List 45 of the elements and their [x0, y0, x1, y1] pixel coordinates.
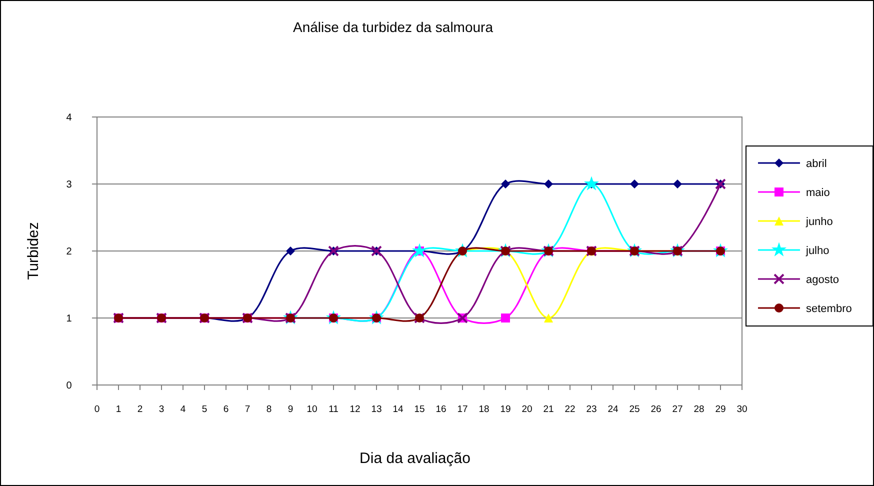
- x-tick-label: 27: [672, 404, 683, 415]
- x-tick-label: 9: [288, 404, 294, 415]
- x-tick-label: 18: [478, 404, 490, 415]
- x-tick-label: 29: [715, 404, 726, 415]
- y-axis-title: Turbidez: [25, 222, 42, 280]
- x-tick-label: 5: [202, 404, 208, 415]
- y-tick-label: 4: [66, 112, 72, 124]
- x-tick-label: 20: [522, 404, 532, 415]
- x-tick-label: 22: [564, 404, 576, 415]
- x-tick-label: 7: [244, 404, 250, 415]
- x-tick-label: 28: [694, 404, 704, 415]
- x-tick-label: 14: [392, 404, 404, 415]
- x-tick-label: 10: [306, 404, 318, 415]
- legend-label: agosto: [806, 274, 840, 286]
- x-tick-label: 1: [116, 404, 122, 415]
- x-tick-label: 4: [180, 404, 186, 415]
- x-tick-label: 17: [457, 404, 468, 415]
- x-tick-label: 24: [608, 404, 618, 415]
- x-axis-title: Dia da avaliação: [360, 450, 470, 467]
- x-tick-label: 15: [414, 404, 425, 415]
- chart-title: Análise da turbidez da salmoura: [292, 19, 494, 35]
- x-tick-label: 0: [94, 404, 100, 415]
- x-tick-label: 19: [500, 404, 511, 415]
- x-tick-label: 21: [543, 404, 554, 415]
- y-tick-label: 3: [66, 180, 72, 190]
- x-tick-label: 11: [328, 404, 338, 415]
- y-tick-label: 1: [66, 314, 72, 324]
- legend-label: maio: [806, 186, 830, 199]
- x-tick-label: 26: [650, 404, 662, 415]
- x-tick-label: 8: [266, 404, 272, 415]
- x-tick-label: 6: [223, 404, 229, 415]
- legend-label: junho: [805, 216, 833, 228]
- legend-label: setembro: [806, 302, 852, 315]
- x-tick-label: 2: [137, 404, 143, 415]
- x-tick-label: 30: [736, 404, 748, 415]
- x-tick-label: 3: [158, 404, 164, 415]
- legend-label: abril: [806, 158, 827, 170]
- x-tick-label: 12: [350, 404, 360, 415]
- x-tick-label: 23: [586, 404, 597, 415]
- x-tick-label: 16: [436, 404, 446, 415]
- x-tick-label: 25: [629, 404, 640, 415]
- x-tick-label: 13: [371, 404, 382, 415]
- y-tick-label: 2: [66, 246, 72, 258]
- y-tick-label: 0: [66, 380, 72, 392]
- legend-label: julho: [805, 244, 830, 257]
